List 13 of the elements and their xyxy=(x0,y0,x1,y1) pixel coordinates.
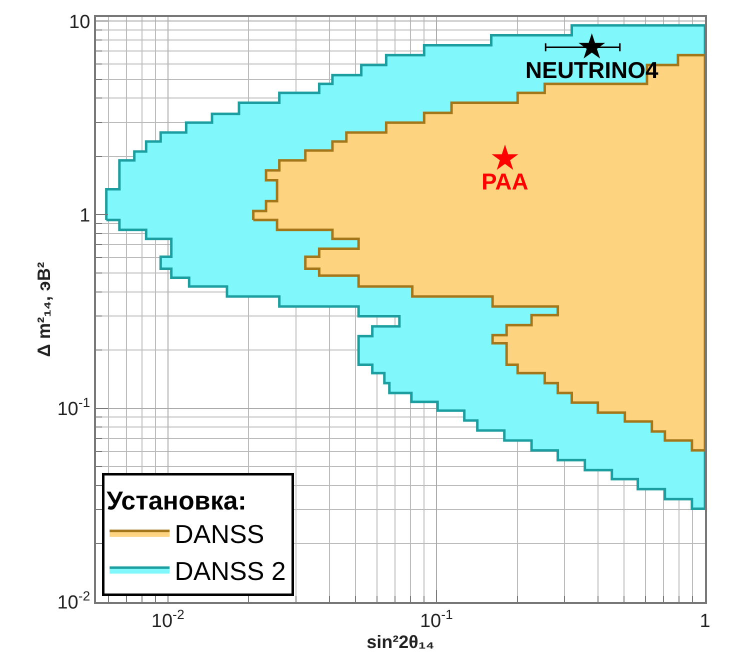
x-axis-title: sin²2θ₁₄ xyxy=(366,632,434,652)
y-tick-label: 10$^{-2}$ xyxy=(57,588,90,614)
series-label: PAA xyxy=(482,168,528,194)
x-tick-label: 10$^{-1}$ xyxy=(420,606,453,632)
legend-title: Установка: xyxy=(106,485,246,516)
y-axis-title: Δ m²₁₄, эВ² xyxy=(34,262,54,357)
y-tick-label: 10 xyxy=(69,12,90,33)
legend-label: DANSS xyxy=(174,518,264,549)
legend-label: DANSS 2 xyxy=(174,556,286,586)
x-tick-label: 1 xyxy=(700,610,710,632)
y-tick-label: 1 xyxy=(80,205,90,226)
x-tick-label: 10$^{-2}$ xyxy=(151,606,184,632)
y-tick-label: 10$^{-1}$ xyxy=(57,395,90,420)
